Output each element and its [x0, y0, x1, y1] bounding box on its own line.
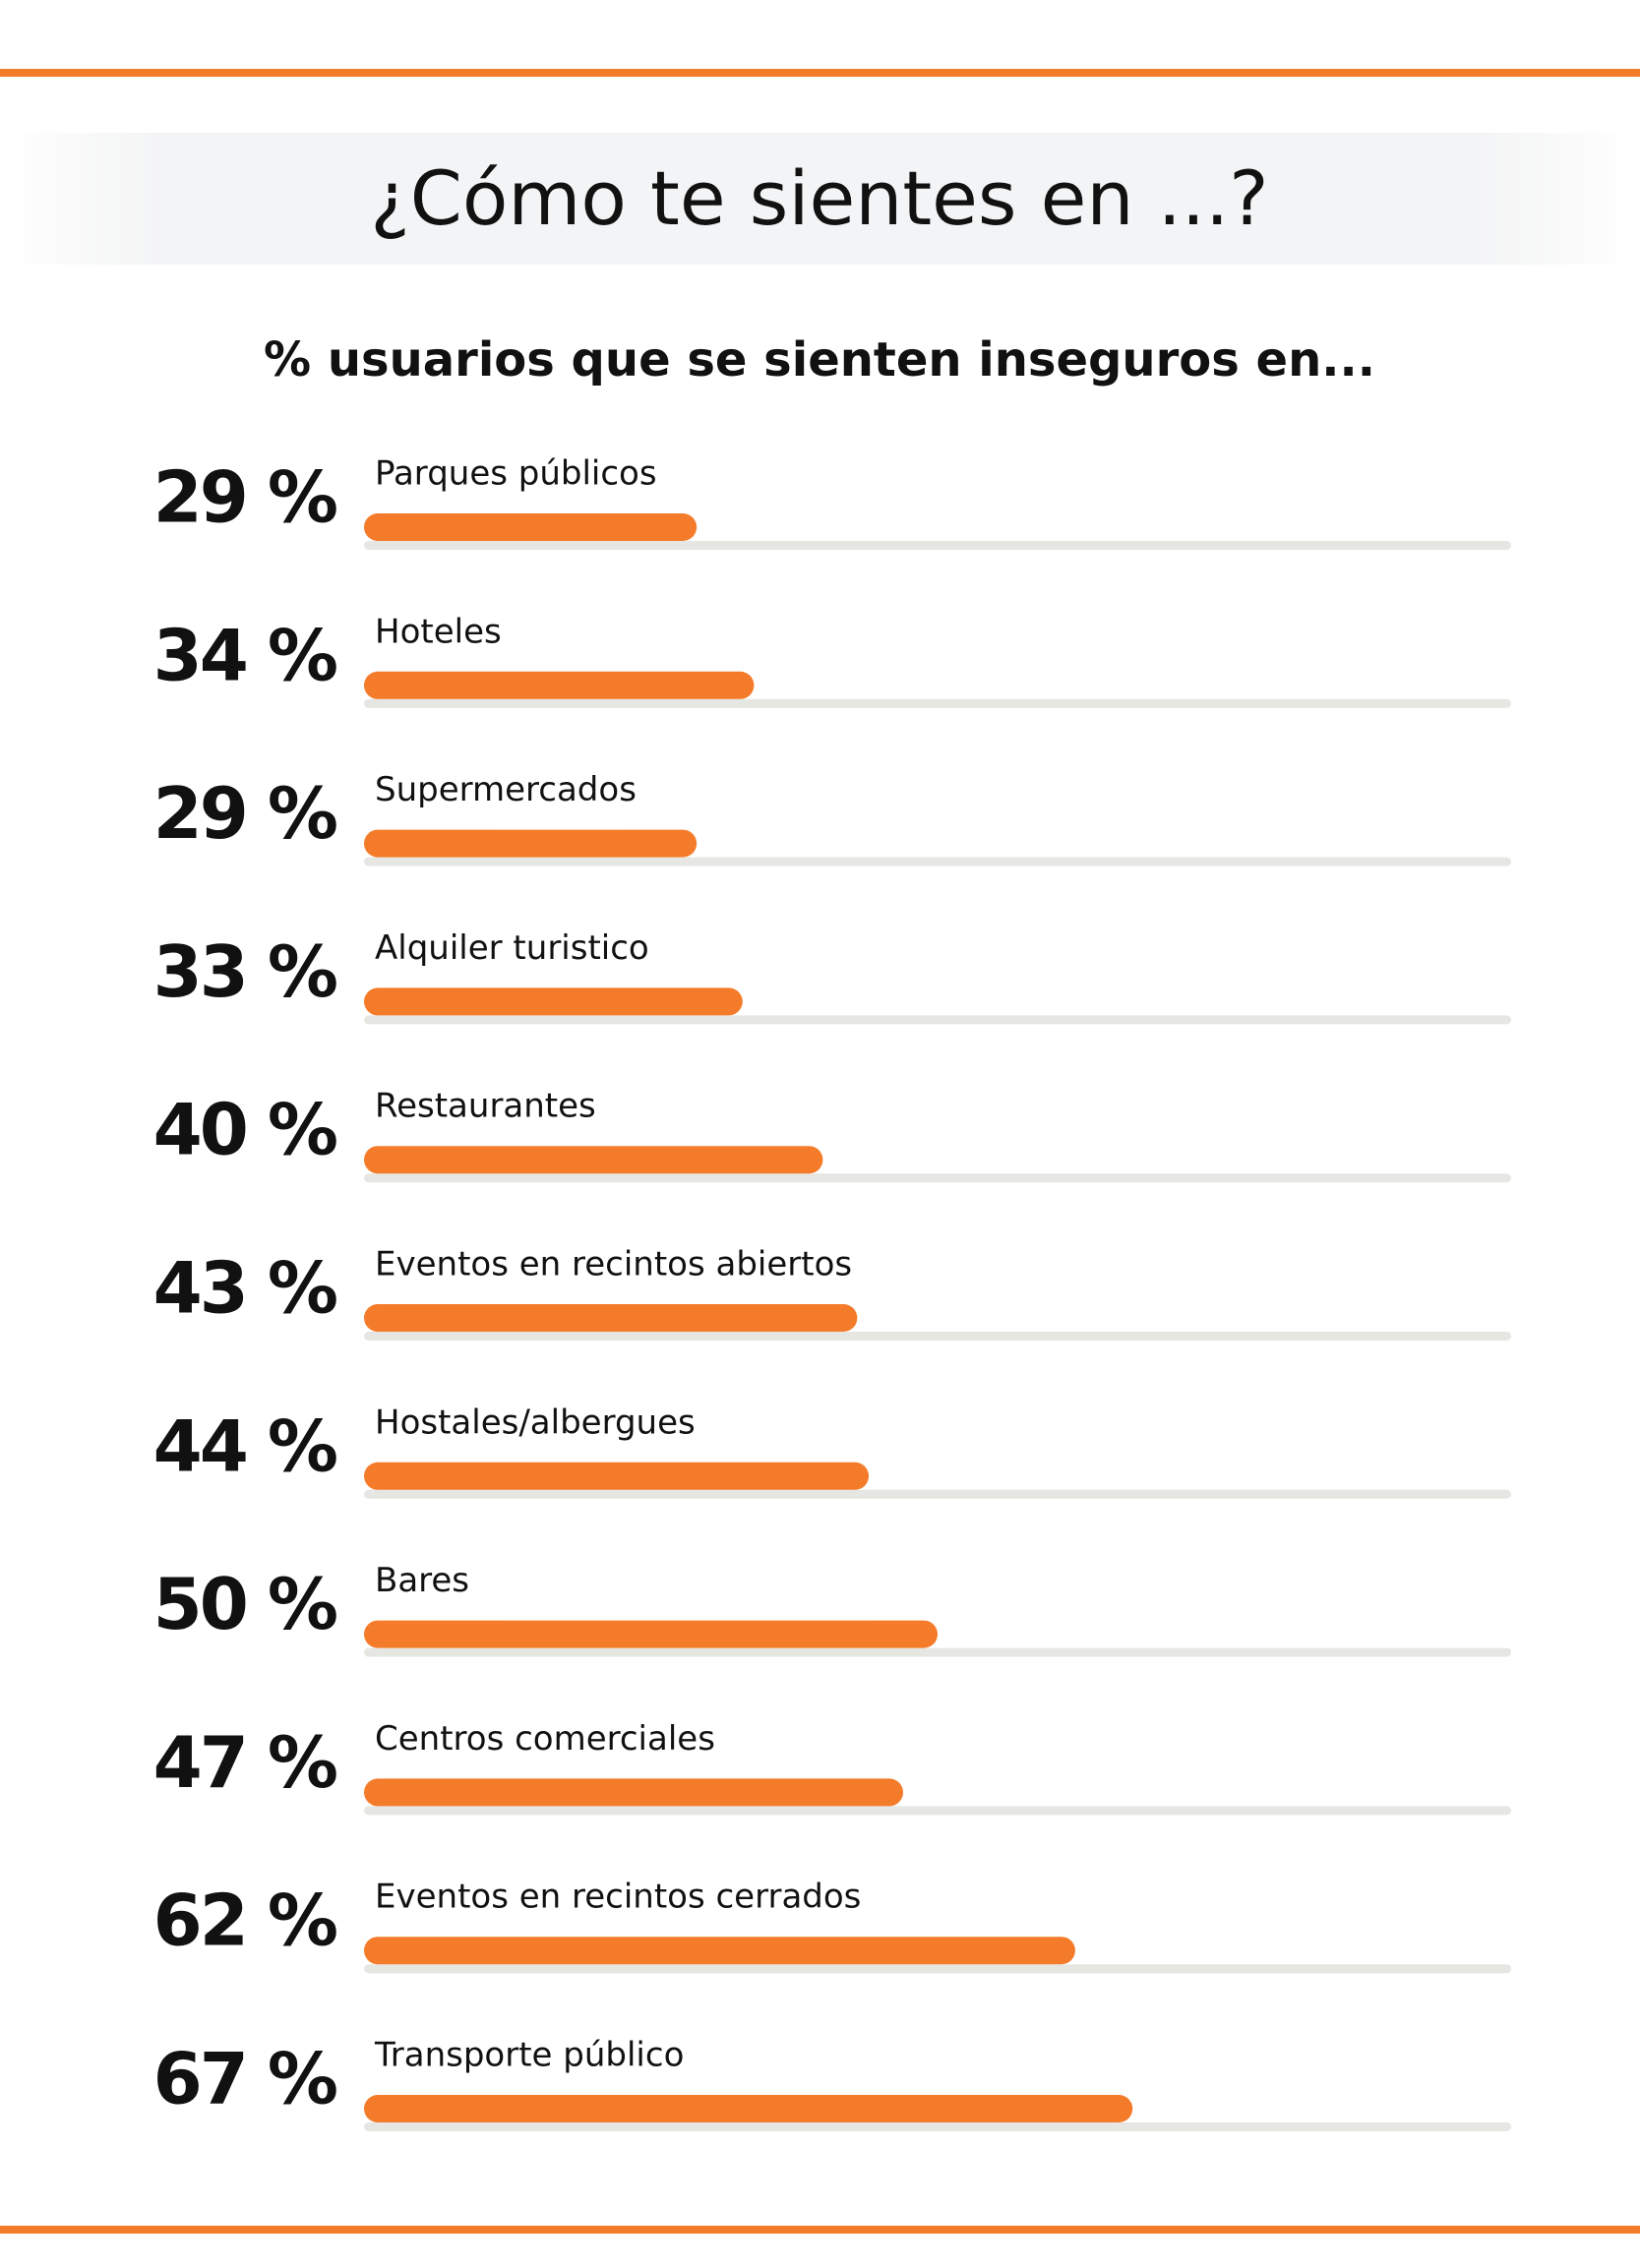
value-label: 33 %	[153, 930, 336, 1013]
category-label: Hostales/albergues	[375, 1403, 696, 1442]
bar	[364, 2095, 1133, 2122]
category-label: Parques públicos	[375, 454, 657, 494]
value-label: 43 %	[153, 1247, 336, 1330]
value-label: 34 %	[153, 614, 336, 696]
value-label: 29 %	[153, 456, 336, 539]
value-label: 44 %	[153, 1404, 336, 1487]
chart-title: ¿Cómo te sientes en ...?	[370, 154, 1268, 242]
bar-track	[364, 2122, 1511, 2131]
bar	[364, 1937, 1075, 1965]
bar	[364, 829, 698, 858]
bar-track	[364, 857, 1511, 866]
bar-track	[364, 1489, 1511, 1499]
bar	[364, 1304, 858, 1332]
category-label: Restaurantes	[375, 1087, 596, 1126]
bar-track	[364, 698, 1511, 708]
top-rule	[0, 69, 1640, 77]
value-label: 62 %	[153, 1880, 336, 1962]
bar	[364, 1620, 938, 1648]
bar	[364, 1462, 870, 1490]
value-label: 50 %	[153, 1563, 336, 1645]
bar-track	[364, 541, 1511, 550]
value-label: 29 %	[153, 772, 336, 855]
category-label: Bares	[375, 1561, 469, 1600]
bar	[364, 1146, 823, 1174]
category-label: Transporte público	[374, 2036, 684, 2075]
bar	[364, 1778, 904, 1807]
bar	[364, 513, 698, 541]
bottom-rule	[0, 2226, 1640, 2234]
title-band	[0, 133, 1640, 265]
value-label: 40 %	[153, 1089, 336, 1171]
bar-track	[364, 1015, 1511, 1025]
bar-track	[364, 1964, 1511, 1974]
bar	[364, 671, 755, 699]
value-label: 47 %	[153, 1721, 336, 1804]
category-label: Eventos en recintos abiertos	[375, 1245, 852, 1284]
value-label: 67 %	[153, 2038, 336, 2120]
category-label: Hoteles	[375, 612, 502, 651]
category-label: Alquiler turistico	[375, 928, 649, 968]
category-label: Centros comerciales	[375, 1719, 715, 1759]
category-label: Eventos en recintos cerrados	[375, 1878, 861, 1917]
bar	[364, 987, 743, 1016]
bar-track	[364, 1332, 1511, 1341]
category-label: Supermercados	[375, 770, 637, 809]
bar-track	[364, 1806, 1511, 1816]
bar-track	[364, 1647, 1511, 1657]
bar-track	[364, 1173, 1511, 1183]
chart-subtitle: % usuarios que se sienten inseguros en..…	[264, 332, 1375, 388]
